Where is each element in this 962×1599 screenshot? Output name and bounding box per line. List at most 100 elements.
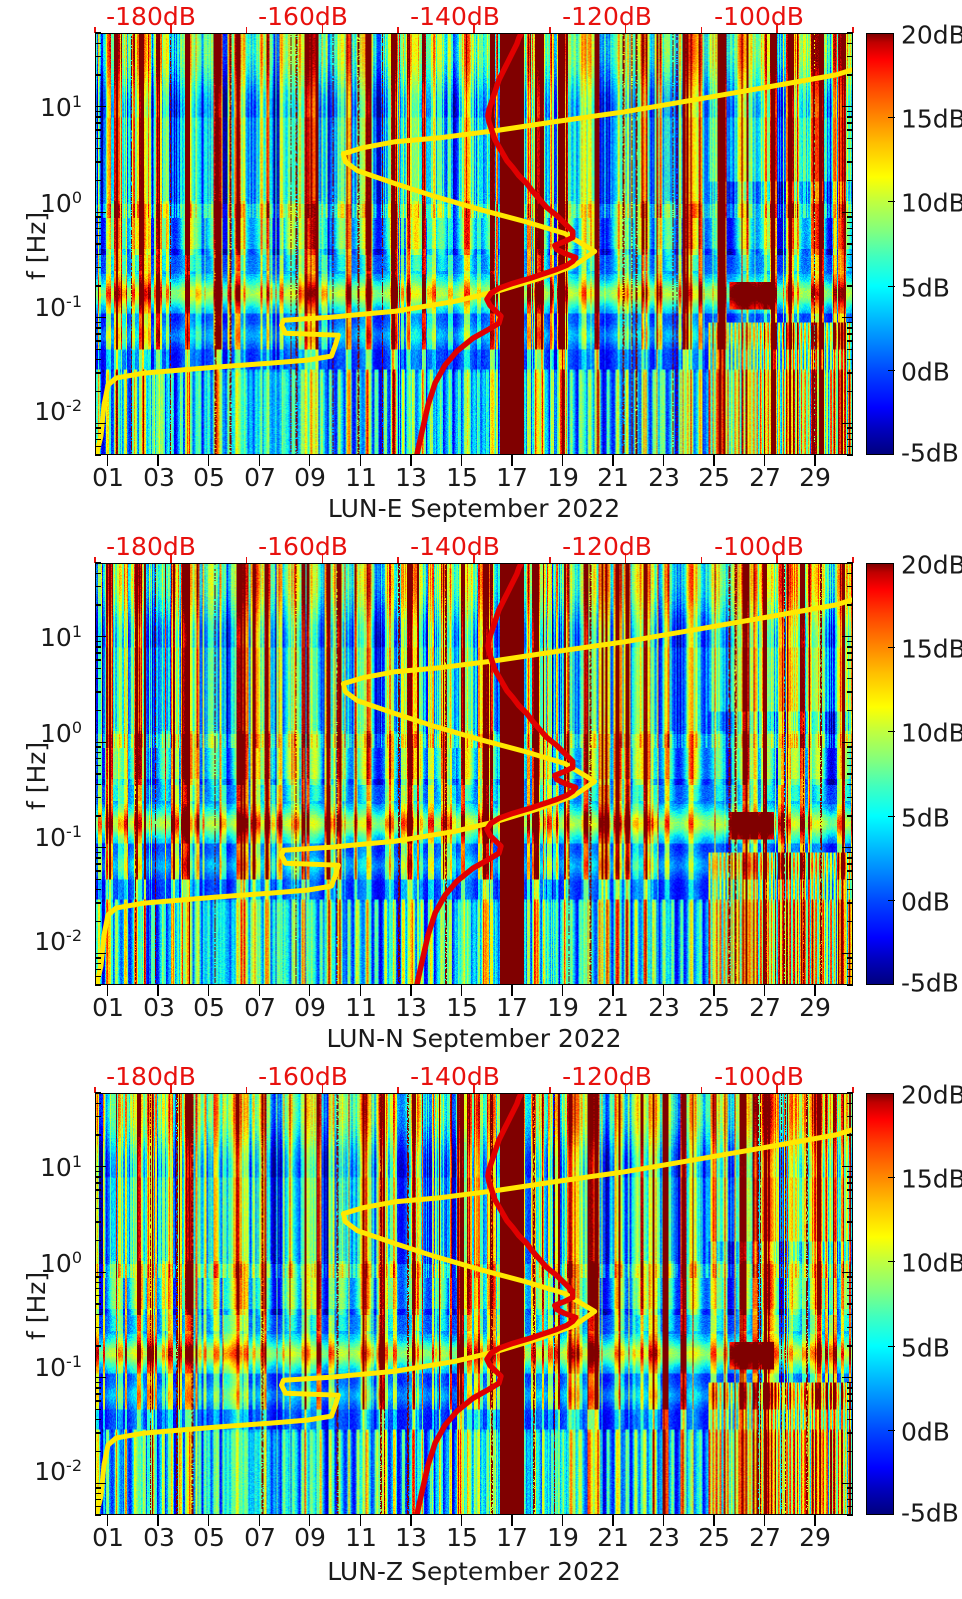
x-axis-tick-2-27 [763, 1515, 766, 1526]
top-axis-tick-0--90 [852, 27, 854, 33]
y-axis-tick-1-20 [95, 604, 101, 606]
y-axis-tick-right-1-0.20 [847, 815, 853, 817]
spectrogram-plot-lun-e[interactable] [95, 33, 853, 455]
y-axis-tick-right-1-10 [842, 636, 853, 638]
y-axis-tick-1-0.030 [95, 902, 101, 904]
y-axis-tick-2-20 [95, 1134, 101, 1136]
y-axis-tick-1-0.020 [95, 920, 101, 923]
x-tick-label-23-p3: 23 [648, 1523, 680, 1552]
y-axis-tick-right-1-0.30 [847, 796, 853, 799]
y-axis-tick-2-0.40 [95, 1313, 101, 1315]
x-tick-label-11-p3: 11 [345, 1523, 377, 1552]
spectrogram-image-lun-n [96, 564, 852, 984]
x-axis-tick-2-5 [208, 1515, 210, 1526]
y-axis-tick-0-0.040 [95, 359, 101, 361]
top-axis-tick-1--110 [700, 557, 703, 563]
colorbar-tick-2-0 [888, 1429, 895, 1432]
y-axis-tick-right-0-5.0 [847, 137, 853, 140]
x-tick-label-23-p2: 23 [648, 993, 680, 1022]
top-axis-tick-1--180 [170, 553, 172, 563]
x-tick-label-11-p2: 11 [345, 993, 377, 1022]
y-axis-tick-right-0-0.10 [842, 317, 853, 319]
y-axis-tick-right-1-0.040 [847, 889, 853, 891]
y-axis-tick-right-1-0.90 [847, 746, 853, 748]
y-axis-tick-right-0-4.0 [847, 148, 853, 150]
y-tick-label-10e0-panel-2: 100 [40, 717, 82, 749]
y-axis-tick-0-0.10 [95, 317, 106, 319]
x-axis-tick-2-23 [662, 1515, 665, 1526]
y-axis-tick-right-0-0.90 [847, 216, 853, 218]
y-axis-tick-2-9.0 [95, 1170, 101, 1173]
x-axis-tick-0-5 [208, 455, 210, 466]
y-axis-tick-1-0.40 [95, 783, 101, 785]
y-tick-label-10e1-panel-2: 101 [40, 621, 82, 653]
y-axis-tick-1-40 [95, 572, 101, 574]
colorbar-tick-1-0 [888, 899, 895, 902]
y-axis-tick-1-0.90 [95, 746, 101, 748]
nlnm-curve-lun-e [96, 67, 852, 454]
y-axis-tick-right-2-3.0 [847, 1221, 853, 1223]
y-axis-tick-right-2-0.70 [847, 1287, 853, 1290]
y-axis-tick-right-2-0.10 [842, 1377, 853, 1379]
y-axis-tick-1-0.10 [95, 847, 106, 849]
nlnm-curve-lun-z [96, 1127, 852, 1514]
y-axis-tick-right-2-0.080 [847, 1387, 853, 1389]
y-axis-tick-2-0.030 [95, 1432, 101, 1434]
top-axis-label-1: -180dB [106, 2, 196, 31]
y-axis-tick-1-0.0080 [95, 962, 101, 965]
x-axis-tick-0-13 [410, 455, 412, 466]
x-tick-label-05-p3: 05 [193, 1523, 225, 1552]
y-axis-tick-2-5.0 [95, 1197, 101, 1200]
y-axis-tick-2-0.60 [95, 1294, 101, 1297]
y-axis-tick-2-0.10 [95, 1377, 106, 1379]
x-tick-label-27-p1: 27 [749, 463, 781, 492]
cbar-label-20db-p1: 20dB [901, 20, 962, 50]
y-axis-tick-1-2.0 [95, 709, 101, 712]
y-axis-tick-right-1-20 [847, 604, 853, 606]
x-tick-label-05-p1: 05 [193, 463, 225, 492]
top-axis-tick-2--170 [245, 1087, 248, 1093]
x-tick-label-25-p1: 25 [698, 463, 730, 492]
colorbar-tick-2-10 [888, 1261, 895, 1263]
panel-lun-e: -180dB -160dB -140dB -120dB -100dB f [Hz… [0, 0, 962, 523]
y-axis-tick-2-50 [95, 1092, 101, 1094]
top-db-axis-labels-panel-2: -180dB -160dB -140dB -120dB -100dB [0, 532, 962, 562]
y-axis-tick-0-8.0 [95, 116, 101, 118]
top-axis-label-4-p3: -120dB [562, 1062, 652, 1091]
y-axis-tick-right-2-0.050 [847, 1408, 853, 1411]
x-tick-label-01-p1: 01 [92, 463, 124, 492]
y-axis-tick-right-2-0.070 [847, 1393, 853, 1395]
y-axis-tick-right-0-0.60 [847, 234, 853, 237]
top-axis-label-4: -120dB [562, 2, 652, 31]
y-axis-tick-0-0.70 [95, 227, 101, 230]
y-axis-tick-right-0-2.0 [847, 179, 853, 182]
spectrogram-plot-lun-n[interactable] [95, 563, 853, 985]
y-axis-tick-2-3.0 [95, 1221, 101, 1223]
top-axis-tick-1--90 [852, 557, 854, 563]
x-axis-tick-1-19 [561, 985, 564, 996]
x-axis-tick-2-11 [359, 1515, 361, 1526]
spectrogram-plot-lun-z[interactable] [95, 1093, 853, 1515]
cbar-label-10db-p2: 10dB [901, 718, 962, 748]
x-tick-label-17-p1: 17 [496, 463, 528, 492]
x-axis-tick-2-19 [561, 1515, 564, 1526]
cbar-label-10db-p3: 10dB [901, 1248, 962, 1278]
x-tick-label-27-p3: 27 [749, 1523, 781, 1552]
spectrogram-image-lun-z [96, 1094, 852, 1514]
top-axis-tick-0--170 [245, 27, 248, 33]
x-axis-tick-1-9 [309, 985, 311, 996]
top-axis-tick-2--130 [549, 1087, 551, 1093]
y-axis-tick-right-0-0.090 [847, 321, 853, 324]
y-axis-tick-2-0.060 [95, 1400, 101, 1402]
y-axis-tick-right-1-0.0080 [847, 962, 853, 965]
cbar-label-minus5db-p1: -5dB [901, 438, 959, 468]
y-axis-tick-right-1-0.030 [847, 902, 853, 904]
y-axis-tick-0-0.50 [95, 243, 101, 245]
y-axis-tick-right-2-0.060 [847, 1400, 853, 1402]
cbar-label-0db-p2: 0dB [901, 887, 950, 917]
top-axis-tick-0--140 [473, 23, 475, 33]
y-axis-tick-right-2-0.0070 [847, 1498, 853, 1501]
y-axis-tick-right-2-0.010 [842, 1482, 853, 1484]
y-axis-tick-0-20 [95, 74, 101, 76]
y-axis-tick-right-2-0.30 [847, 1326, 853, 1329]
